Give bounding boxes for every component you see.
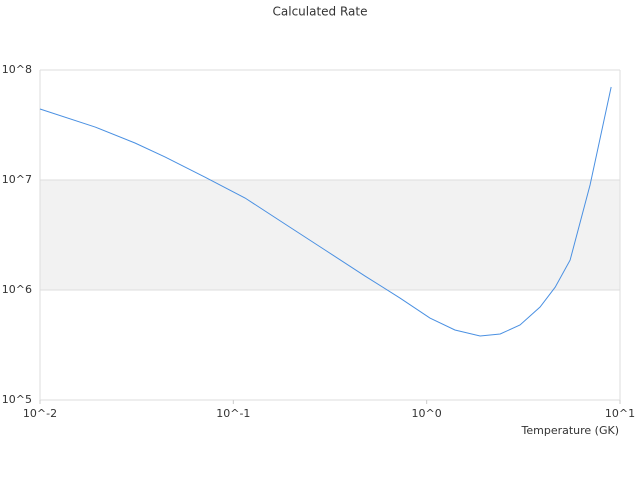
x-tick-label: 10^-2 xyxy=(23,407,57,420)
x-tick-label: 10^1 xyxy=(605,407,635,420)
x-tick-label: 10^-1 xyxy=(216,407,250,420)
x-tick-label: 10^0 xyxy=(412,407,442,420)
y-tick-label: 10^7 xyxy=(2,173,32,186)
chart-title: Calculated Rate xyxy=(273,5,368,19)
data-line xyxy=(39,86,612,337)
grid-band xyxy=(40,180,620,290)
y-tick-label: 10^8 xyxy=(2,63,32,76)
x-axis-label: Temperature (GK) xyxy=(521,424,620,437)
y-tick-label: 10^5 xyxy=(2,393,32,406)
y-tick-label: 10^6 xyxy=(2,283,32,296)
